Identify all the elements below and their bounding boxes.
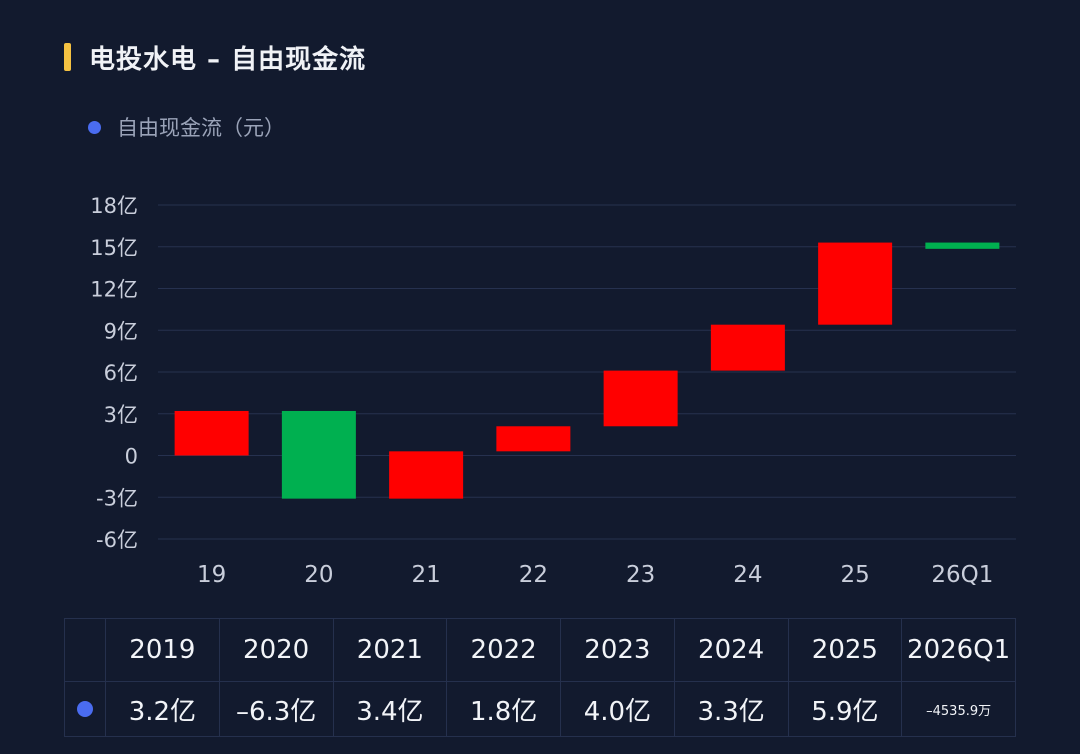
- x-tick-label: 26Q1: [931, 562, 993, 588]
- waterfall-bar[interactable]: [174, 410, 249, 456]
- x-tick-label: 25: [840, 562, 869, 588]
- table-year-cell: 2021: [332, 618, 448, 682]
- waterfall-bar[interactable]: [818, 242, 893, 325]
- waterfall-bar[interactable]: [281, 410, 356, 499]
- table-corner-cell: [64, 618, 106, 682]
- table-year-cell: 2019: [105, 618, 220, 682]
- table-value-cell: –4535.9万: [901, 681, 1016, 737]
- table-series-dot-cell: [64, 681, 106, 737]
- waterfall-bar[interactable]: [710, 324, 785, 371]
- table-year-cell: 2025: [787, 618, 903, 682]
- table-year-cell: 2024: [673, 618, 789, 682]
- x-tick-label: 20: [304, 562, 333, 588]
- page-title: 电投水电 – 自由现金流: [89, 44, 367, 75]
- waterfall-bar[interactable]: [603, 370, 678, 427]
- table-year-cell: 2020: [218, 618, 334, 682]
- table-value-cell: 1.8亿: [446, 681, 561, 737]
- y-tick-label: 3亿: [104, 403, 138, 427]
- title-accent-bar: [64, 43, 71, 71]
- y-tick-label: 12亿: [90, 278, 138, 302]
- y-tick-label: 9亿: [104, 319, 138, 343]
- table-year-cell: 2026Q1: [901, 618, 1016, 682]
- x-tick-label: 23: [626, 562, 655, 588]
- table-year-cell: 2022: [446, 618, 561, 682]
- table-value-cell: 3.3亿: [673, 681, 789, 737]
- table-value-cell: 4.0亿: [560, 681, 675, 737]
- y-tick-label: 18亿: [90, 194, 138, 218]
- y-tick-label: 15亿: [90, 236, 138, 260]
- x-tick-label: 21: [411, 562, 440, 588]
- table-header-row: 2019 2020 2021 2022 2023 2024 2025 2026Q…: [64, 618, 1016, 682]
- y-tick-label: 0: [125, 445, 138, 469]
- series-dot-icon: [77, 701, 93, 717]
- waterfall-bar[interactable]: [925, 242, 1000, 249]
- table-year-cell: 2023: [560, 618, 675, 682]
- chart-legend[interactable]: 自由现金流（元）: [88, 112, 285, 142]
- waterfall-bar[interactable]: [389, 451, 464, 499]
- legend-dot-icon: [88, 120, 101, 134]
- chart-title-bar: 电投水电 – 自由现金流: [64, 42, 366, 75]
- table-value-row: 3.2亿 –6.3亿 3.4亿 1.8亿 4.0亿 3.3亿 5.9亿 –453…: [64, 681, 1016, 737]
- waterfall-bar[interactable]: [496, 426, 571, 452]
- waterfall-chart: 18亿 15亿 12亿 9亿 6亿 3亿 0 -3亿 -6亿 19 20 21 22 23 24 25 26Q1: [90, 194, 1016, 588]
- x-tick-label: 24: [733, 562, 762, 588]
- x-tick-label: 22: [519, 562, 548, 588]
- table-value-cell: –6.3亿: [218, 681, 334, 737]
- x-tick-label: 19: [197, 562, 226, 588]
- data-table: 2019 2020 2021 2022 2023 2024 2025 2026Q…: [64, 618, 1016, 737]
- table-value-cell: 5.9亿: [787, 681, 903, 737]
- y-tick-label: 6亿: [104, 361, 138, 385]
- y-tick-label: -3亿: [96, 486, 138, 510]
- y-tick-label: -6亿: [96, 528, 138, 552]
- table-value-cell: 3.4亿: [332, 681, 448, 737]
- table-value-cell: 3.2亿: [105, 681, 220, 737]
- legend-label: 自由现金流（元）: [117, 116, 285, 140]
